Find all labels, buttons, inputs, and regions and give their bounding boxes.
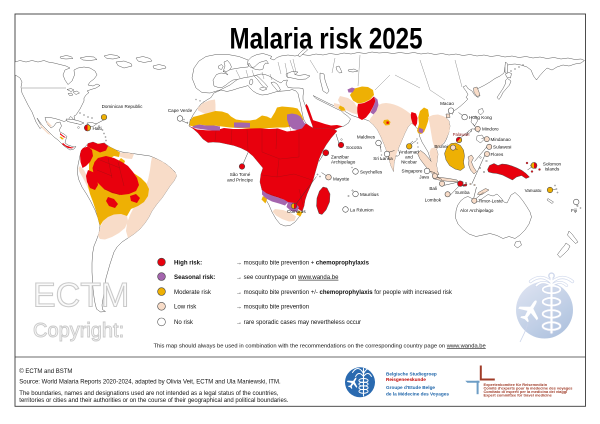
svg-text:Bali: Bali: [429, 186, 437, 191]
svg-text:Belgische Studiegroep: Belgische Studiegroep: [386, 371, 437, 376]
svg-text:Sri Lanka: Sri Lanka: [373, 156, 393, 161]
svg-text:and: and: [405, 155, 413, 160]
svg-text:Sumba: Sumba: [455, 190, 470, 195]
svg-text:Flores: Flores: [491, 152, 504, 157]
svg-text:This map should always be used: This map should always be used in combin…: [154, 343, 486, 349]
svg-text:Seasonal risk:: Seasonal risk:: [174, 274, 215, 281]
svg-text:→ mosquito bite prevention: → mosquito bite prevention: [236, 305, 309, 311]
svg-text:Fiji: Fiji: [571, 208, 577, 213]
svg-text:Archipelago: Archipelago: [331, 160, 356, 165]
svg-text:Groupe d'Etude Belge: Groupe d'Etude Belge: [386, 385, 435, 390]
svg-text:Java: Java: [419, 175, 429, 180]
svg-text:No risk: No risk: [174, 319, 194, 326]
svg-text:Andaman: Andaman: [399, 149, 419, 154]
svg-text:Mindanao: Mindanao: [491, 137, 512, 142]
svg-text:Nicobar: Nicobar: [401, 160, 417, 165]
svg-text:Expert committee for travel me: Expert committee for travel medicine: [484, 393, 553, 398]
svg-text:→ rare sporadic cases may neve: → rare sporadic cases may nevertheless o…: [236, 320, 361, 326]
svg-text:→ mosquito bite prevention + c: → mosquito bite prevention + chemoprophy…: [236, 260, 370, 266]
svg-text:Macao: Macao: [440, 101, 454, 106]
svg-text:Expertenkomitee für Reisemediz: Expertenkomitee für Reisemedizin: [484, 382, 548, 387]
svg-text:Comoros: Comoros: [287, 209, 306, 214]
svg-text:Seychelles: Seychelles: [360, 169, 383, 174]
svg-text:Mauritius: Mauritius: [360, 192, 379, 197]
svg-text:Moderate risk: Moderate risk: [174, 289, 212, 296]
svg-text:Hong Kong: Hong Kong: [469, 115, 492, 120]
svg-text:Lombok: Lombok: [425, 198, 442, 203]
svg-text:Islands: Islands: [545, 167, 560, 172]
svg-text:La Réunion: La Réunion: [350, 207, 374, 212]
svg-text:Low risk: Low risk: [174, 304, 197, 311]
svg-text:Mindoro: Mindoro: [482, 126, 499, 131]
svg-text:Comitato di esperti per la med: Comitato di esperti per la medicina dei …: [484, 389, 568, 394]
svg-text:de la Médecine des Voyages: de la Médecine des Voyages: [386, 392, 449, 397]
svg-text:Alor Archipelago: Alor Archipelago: [460, 208, 494, 213]
svg-text:→ see countrypage on www.wand: → see countrypage on www.wanda.be: [236, 275, 339, 281]
svg-text:Palawan: Palawan: [453, 132, 470, 137]
svg-text:territories or cities and thei: territories or cities and their authorit…: [19, 398, 288, 404]
svg-text:Socotra: Socotra: [346, 145, 362, 150]
svg-text:Copyright:: Copyright:: [33, 320, 124, 342]
svg-text:Timor-Leste: Timor-Leste: [479, 198, 504, 203]
svg-text:Dominican Republic: Dominican Republic: [102, 104, 144, 109]
svg-text:Zanzibar: Zanzibar: [331, 154, 349, 159]
svg-text:Source: World Malaria Reports: Source: World Malaria Reports 2020-2024,…: [19, 379, 281, 385]
svg-text:High risk:: High risk:: [174, 259, 202, 266]
svg-text:Haiti: Haiti: [93, 126, 102, 131]
svg-text:Malaria risk 2025: Malaria risk 2025: [230, 23, 423, 56]
svg-text:Mayotte: Mayotte: [333, 177, 350, 182]
svg-text:Brunei: Brunei: [434, 144, 447, 149]
svg-text:Singapore: Singapore: [402, 169, 423, 174]
svg-text:and Príncipe: and Príncipe: [227, 177, 253, 182]
svg-text:Cape Verde: Cape Verde: [168, 108, 193, 113]
svg-text:Vanuatu: Vanuatu: [525, 188, 542, 193]
svg-text:ECTM: ECTM: [33, 277, 129, 315]
svg-text:Comité d'experts pour la médec: Comité d'experts pour la médecine des vo…: [484, 386, 573, 391]
svg-text:→ mosquito bite prevention +/-: → mosquito bite prevention +/- chemoprop…: [236, 290, 453, 296]
svg-text:© ECTM and BSTM: © ECTM and BSTM: [19, 368, 72, 375]
svg-text:São Tomé: São Tomé: [230, 172, 251, 177]
svg-text:Reisgeneeskunde: Reisgeneeskunde: [386, 377, 426, 382]
svg-text:Maldives: Maldives: [357, 135, 376, 140]
svg-text:The boundaries, names and desi: The boundaries, names and designations u…: [19, 391, 279, 397]
svg-text:Sulawesi: Sulawesi: [493, 145, 511, 150]
svg-text:Solomon: Solomon: [543, 161, 562, 166]
